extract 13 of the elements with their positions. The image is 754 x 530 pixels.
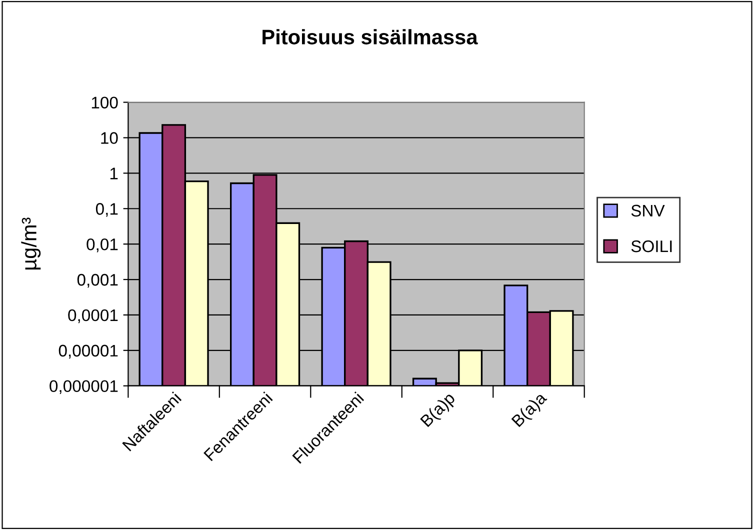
y-tick-label: 10 — [101, 132, 118, 144]
y-tick-label: 100 — [92, 96, 118, 108]
legend-label: SOILI — [631, 240, 672, 252]
y-tick-label: 0,00001 — [58, 344, 118, 359]
y-tick-label: 0,01 — [86, 238, 118, 252]
y-tick-label: 0,001 — [77, 274, 118, 288]
chart-title: Pitoisuus sisäilmassa — [262, 29, 478, 44]
y-axis-title: µg/m³ — [21, 218, 41, 270]
y-tick-label: 0,1 — [96, 203, 118, 217]
y-tick-label: 1 — [110, 168, 118, 180]
legend-label: SNV — [631, 204, 665, 217]
y-tick-label: 0,000001 — [50, 380, 118, 394]
y-tick-label: 0,0001 — [68, 309, 118, 324]
